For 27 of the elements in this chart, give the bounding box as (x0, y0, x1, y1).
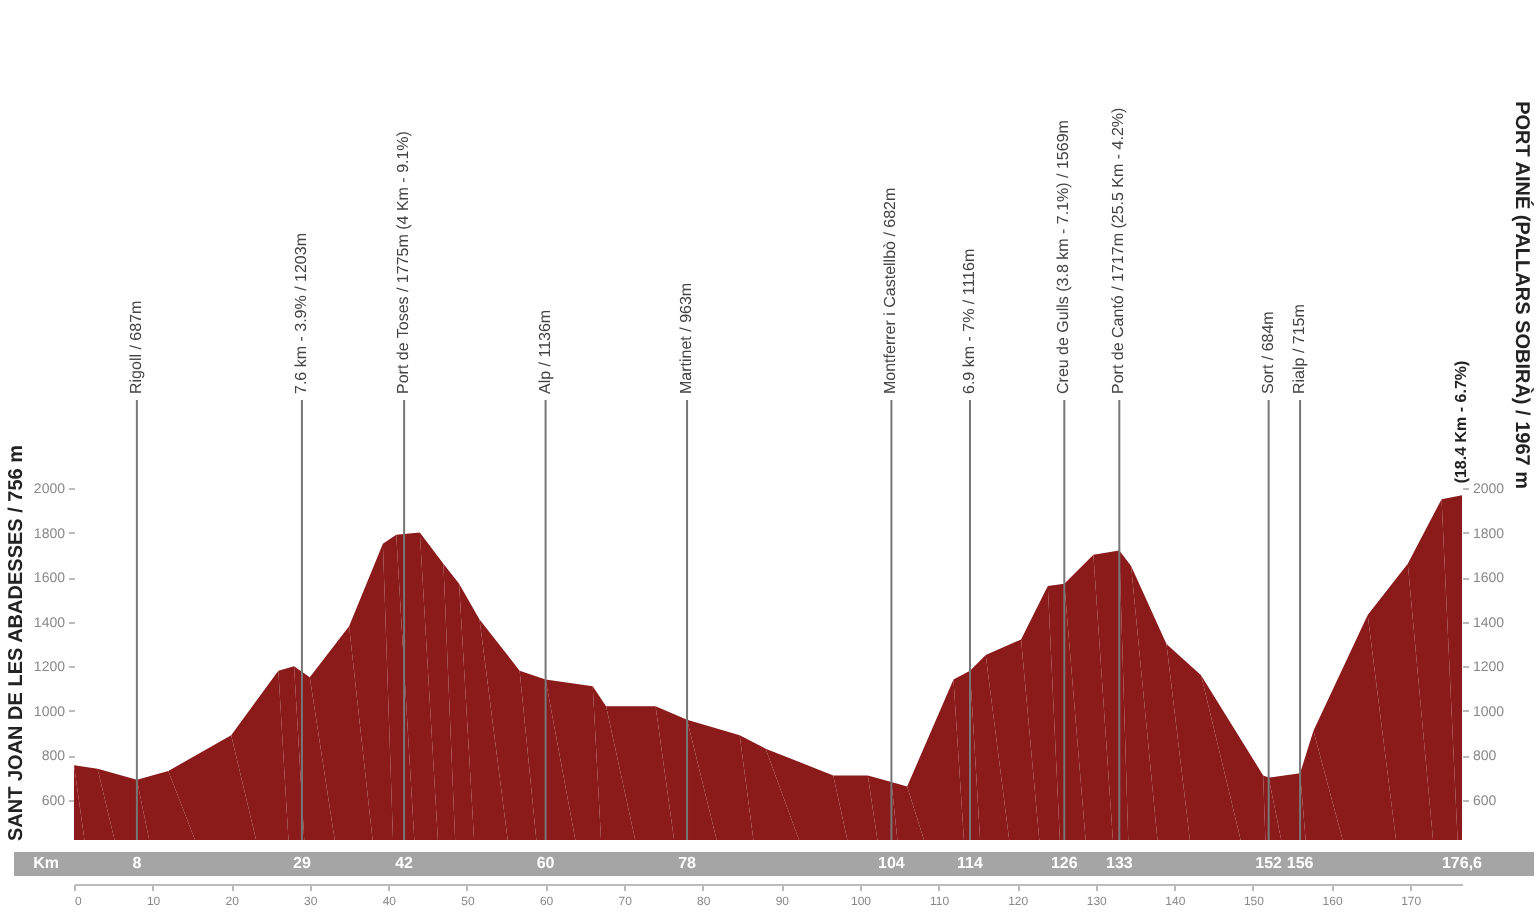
ref-line-label: Alp / 1136m (535, 309, 554, 394)
x2-tick-label: 8 (132, 854, 143, 872)
ref-line-label: Martinet / 963m (677, 282, 696, 394)
ref-line-label: Port de Cantó / 1717m (25.5 Km - 4.2%) (1109, 106, 1128, 394)
x2-tick-label: 60 (536, 854, 556, 872)
ref-line-label: Creu de Gulls (3.8 km - 7.1%) / 1569m (1054, 119, 1073, 394)
text: Km (33, 854, 59, 872)
ref-line-label: Sort / 684m (1258, 310, 1277, 394)
y-axis-title: SANT JOAN DE LES ABADESSES / 756 m (5, 444, 28, 841)
annotation: (18.4 Km - 6.7%) (1452, 359, 1470, 484)
ref-line-label: Rialp / 715m (1290, 303, 1309, 394)
x2-tick-label: 176,6 (1441, 854, 1484, 872)
ref-line-label: Rigoll / 687m (126, 299, 145, 394)
x2-tick-label: 156 (1286, 854, 1315, 872)
ref-line-label: 6.9 km - 7% / 1116m (959, 248, 978, 394)
x2-tick-label: 133 (1105, 854, 1134, 872)
x2-tick-label: 78 (678, 854, 698, 872)
x2-tick-label: 152 (1255, 854, 1284, 872)
ref-line-label: 7.6 km - 3.9% / 1203m (291, 232, 310, 394)
x2-tick-label: 29 (293, 854, 312, 872)
ref-line-label: Port de Toses / 1775m (4 Km - 9.1%) (394, 130, 413, 394)
x2-tick-label: 104 (878, 854, 906, 872)
y2-axis-title: PORT AINÉ (PALLARS SOBIRÀ) / 1967 m (1510, 101, 1535, 490)
ref-line-label: Montferrer i Castellbò / 682m (881, 187, 900, 394)
x2-tick-label: 114 (957, 854, 984, 872)
x2-tick-label: 126 (1050, 854, 1079, 872)
x2-tick-label: 42 (395, 854, 415, 872)
